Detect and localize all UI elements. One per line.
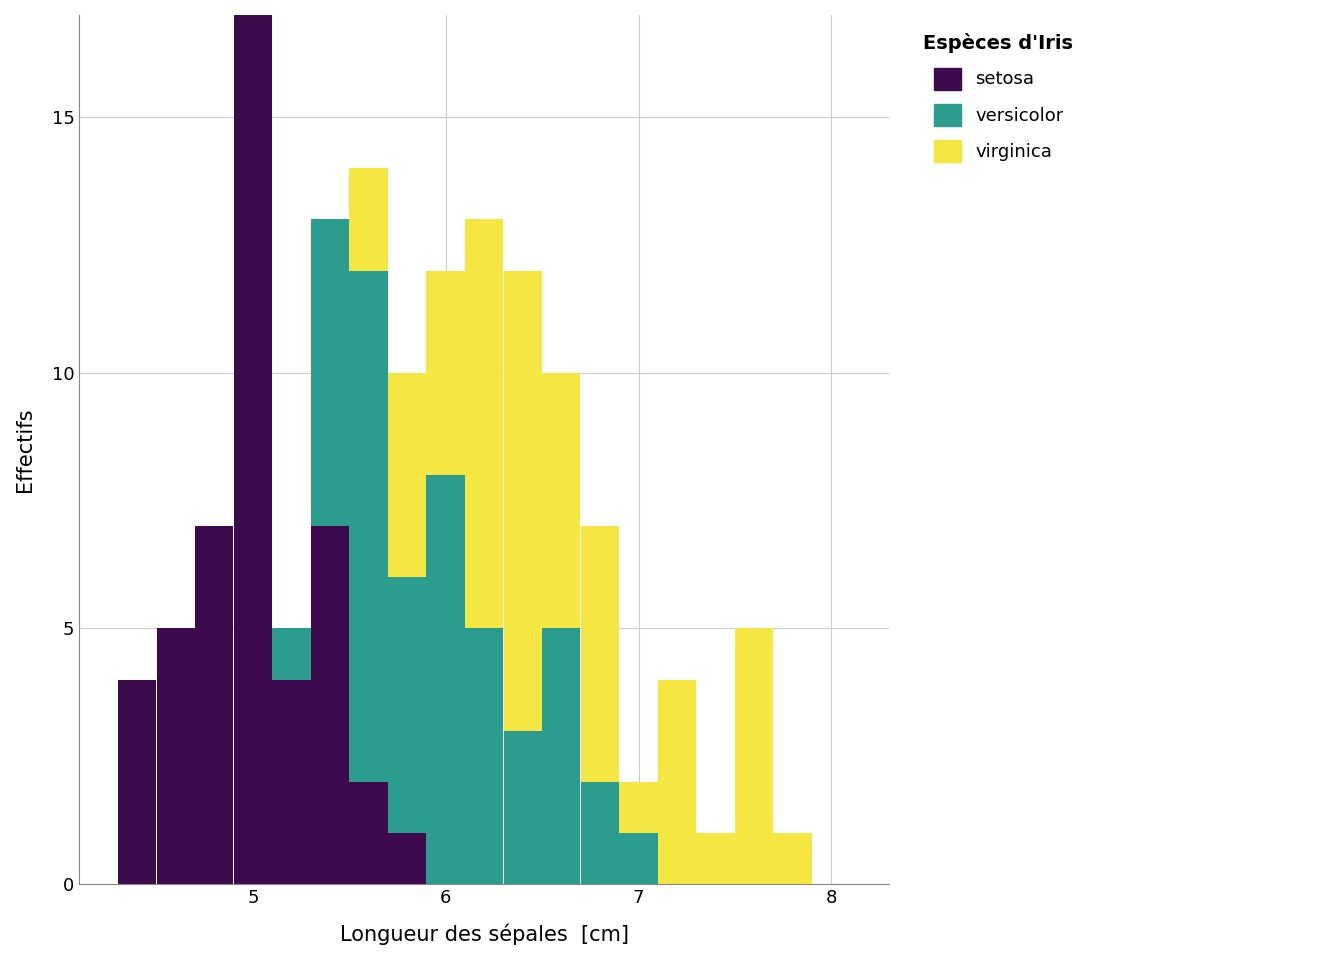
Y-axis label: Effectifs: Effectifs <box>15 407 35 492</box>
Bar <box>310 526 349 884</box>
Bar <box>542 372 581 629</box>
Bar <box>620 833 657 884</box>
Bar <box>504 271 542 731</box>
Bar <box>426 475 465 884</box>
Bar <box>388 372 426 577</box>
Bar <box>465 629 504 884</box>
Bar <box>234 0 271 884</box>
Bar <box>349 168 387 271</box>
Bar <box>504 731 542 884</box>
Bar <box>696 833 735 884</box>
Bar <box>735 629 773 884</box>
Bar <box>118 680 156 884</box>
Bar <box>273 629 310 680</box>
Bar <box>620 781 657 833</box>
X-axis label: Longueur des sépales  [cm]: Longueur des sépales [cm] <box>340 924 629 945</box>
Bar <box>388 577 426 833</box>
Bar <box>349 781 387 884</box>
Bar <box>156 629 195 884</box>
Bar <box>388 833 426 884</box>
Bar <box>273 680 310 884</box>
Bar <box>542 629 581 884</box>
Bar <box>657 680 696 884</box>
Bar <box>581 781 620 884</box>
Bar <box>426 271 465 475</box>
Bar <box>774 833 812 884</box>
Bar <box>465 220 504 629</box>
Bar <box>581 526 620 781</box>
Legend: setosa, versicolor, virginica: setosa, versicolor, virginica <box>914 24 1082 172</box>
Bar <box>310 220 349 526</box>
Bar <box>195 526 234 884</box>
Bar <box>349 271 387 781</box>
